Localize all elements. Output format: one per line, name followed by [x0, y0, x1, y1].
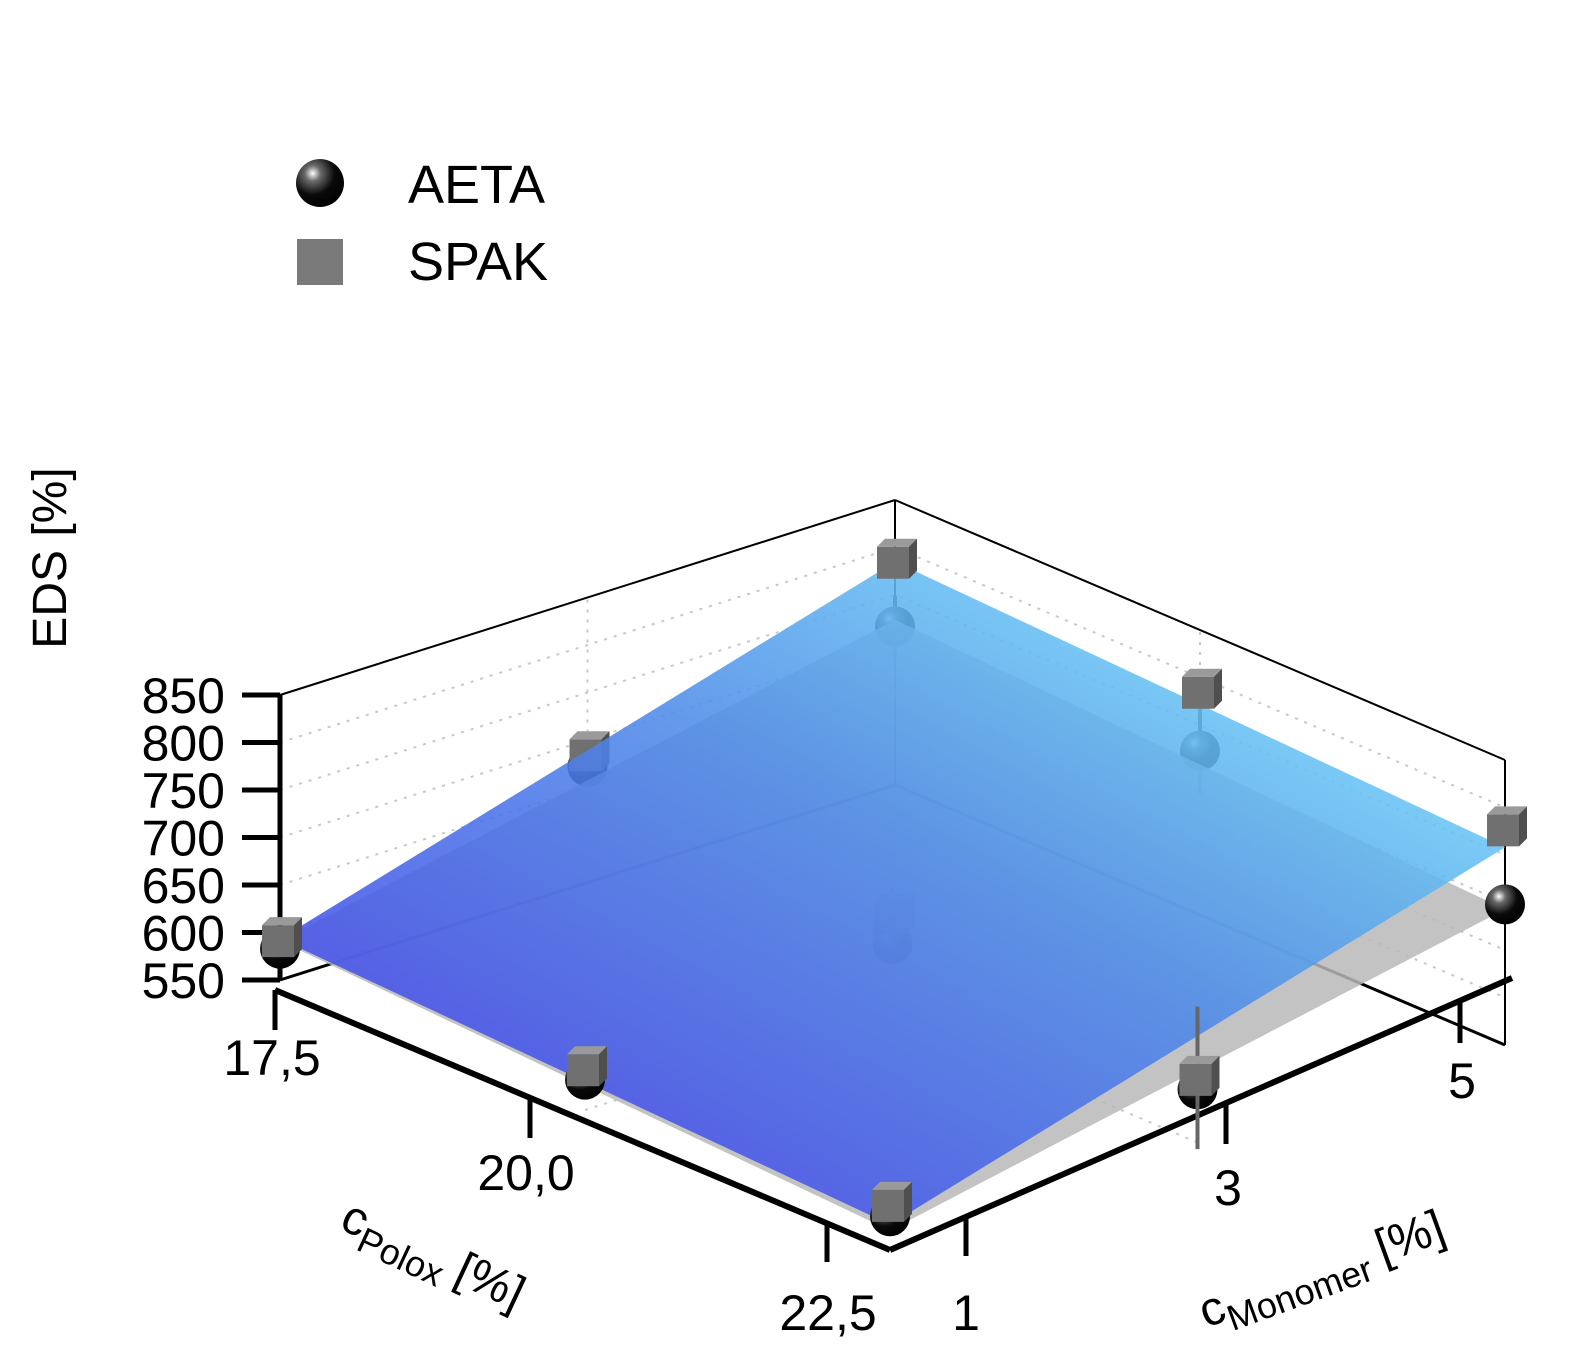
spak-cube-front — [1179, 1063, 1212, 1096]
z-tick-label: 550 — [142, 953, 225, 1009]
spak-cube-side — [1519, 806, 1527, 847]
points-front — [260, 538, 1527, 1237]
legend-spak-label: SPAK — [408, 232, 548, 292]
spak-cube-top — [872, 1181, 912, 1190]
x-axis-title-sub: Polox — [351, 1219, 450, 1294]
spak-cube-top — [1182, 668, 1222, 677]
spak-cube-side — [904, 1181, 912, 1222]
spak-cube-top — [569, 731, 610, 740]
spak-point — [872, 1181, 912, 1222]
spak-point — [1182, 668, 1222, 709]
z-tick-label: 600 — [142, 906, 225, 962]
monomer-tick-label: 3 — [1214, 1160, 1242, 1216]
x-axis-title: cPolox[%] — [330, 1190, 533, 1329]
spak-point — [567, 1046, 607, 1087]
surfaces-layer — [280, 561, 1505, 1231]
z-tick-label: 750 — [142, 763, 225, 819]
monomer-tick-label: 1 — [952, 1285, 980, 1341]
spak-fit-surface — [280, 561, 1505, 1225]
monomer-axis-line — [888, 975, 1514, 1253]
polox-tick-label: 22,5 — [779, 1285, 876, 1341]
y-axis-title-sub: Monomer — [1221, 1248, 1378, 1339]
aeta-point — [1485, 884, 1525, 925]
spak-cube-top — [877, 538, 917, 547]
spak-point — [262, 917, 302, 958]
polox-tick-label: 20,0 — [477, 1145, 574, 1201]
z-axis-title: EDS [%] — [24, 467, 77, 648]
legend-aeta-label: AETA — [408, 155, 545, 215]
legend-spak-marker — [297, 239, 343, 285]
monomer-tick-label: 5 — [1448, 1053, 1476, 1109]
top-edge-right — [894, 499, 1506, 761]
spak-cube-top — [567, 1046, 607, 1055]
spak-point — [1487, 806, 1527, 847]
spak-cube-front — [872, 1189, 904, 1222]
spak-cube-front — [877, 546, 909, 579]
polox-tick-label: 17,5 — [223, 1030, 320, 1086]
legend-aeta-marker — [296, 159, 344, 207]
top-edge-left — [279, 499, 896, 696]
spak-cube-top — [1179, 1055, 1220, 1064]
polox-axis-line — [273, 987, 892, 1253]
spak-point — [877, 538, 917, 579]
y-axis-title: cMonomer[%] — [1192, 1200, 1455, 1346]
spak-cube-front — [1487, 814, 1519, 847]
spak-cube-top — [1487, 806, 1527, 815]
z-tick-label: 650 — [142, 858, 225, 914]
z-tick-label: 700 — [142, 811, 225, 867]
spak-cube-front — [262, 925, 294, 958]
spak-point — [1179, 1055, 1220, 1096]
spak-cube-front — [567, 1054, 599, 1087]
spak-cube-side — [909, 538, 917, 579]
spak-cube-side — [294, 917, 302, 958]
z-tick-label: 800 — [142, 716, 225, 772]
y-axis-title-unit: [%] — [1368, 1200, 1451, 1274]
z-tick-label: 850 — [142, 668, 225, 724]
spak-cube-side — [1211, 1055, 1220, 1096]
spak-cube-side — [1214, 668, 1222, 709]
x-axis-title-unit: [%] — [448, 1243, 533, 1320]
legend: AETA SPAK — [296, 155, 548, 292]
spak-cube-front — [1182, 676, 1214, 709]
spak-cube-side — [599, 1046, 607, 1087]
spak-cube-top — [262, 917, 302, 926]
